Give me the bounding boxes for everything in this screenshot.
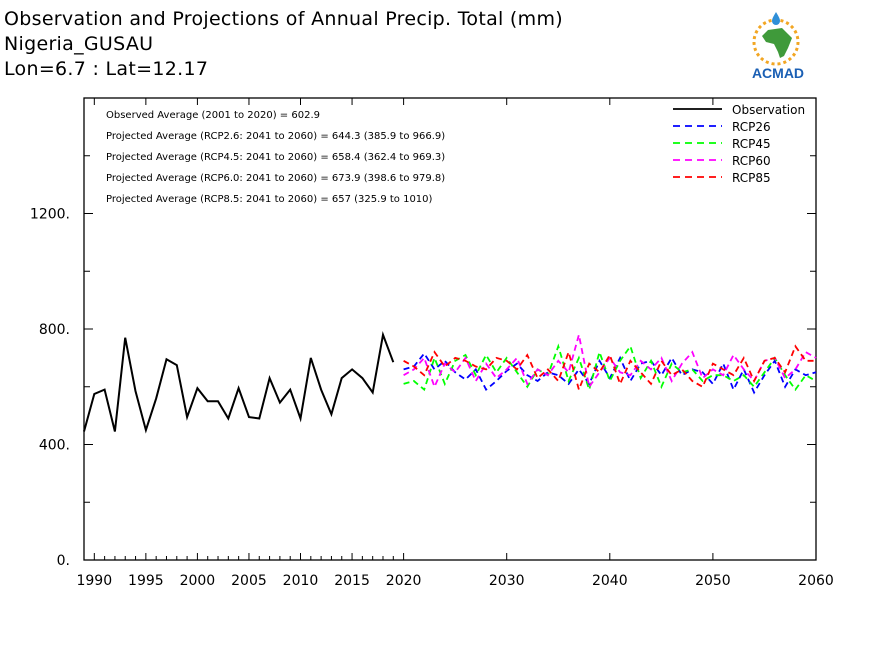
acmad-africa-logo-icon bbox=[752, 12, 800, 66]
series-line-rcp85 bbox=[403, 344, 816, 393]
annotation-text: Projected Average (RCP4.5: 2041 to 2060)… bbox=[106, 152, 445, 163]
chart-title: Observation and Projections of Annual Pr… bbox=[4, 8, 563, 30]
x-tick-label: 2015 bbox=[334, 573, 370, 589]
x-tick-label: 1990 bbox=[76, 573, 112, 589]
x-tick-label: 2050 bbox=[695, 573, 731, 589]
series-line-rcp26 bbox=[403, 351, 817, 395]
y-tick-label: 1200. bbox=[30, 207, 70, 223]
y-tick-label: 400. bbox=[39, 438, 70, 454]
annotation-text: Projected Average (RCP2.6: 2041 to 2060)… bbox=[106, 131, 445, 142]
x-tick-label: 2060 bbox=[798, 573, 834, 589]
plot-frame bbox=[83, 97, 817, 561]
axes: 1990 1995 2000 2005 2010 2015 2020 2030 2040 2050… bbox=[30, 97, 834, 589]
annotation-text: Observed Average (2001 to 2020) = 602.9 bbox=[106, 110, 320, 121]
x-tick-label: 2000 bbox=[180, 573, 216, 589]
series-line-observation bbox=[83, 331, 395, 434]
legend: Observation RCP26 RCP45 RCP60 RCP85 bbox=[673, 103, 805, 185]
x-tick-label: 2020 bbox=[386, 573, 422, 589]
acmad-logo-text: ACMAD bbox=[752, 65, 804, 81]
legend-label: RCP60 bbox=[732, 154, 771, 168]
annotation-text: Projected Average (RCP8.5: 2041 to 2060)… bbox=[106, 194, 433, 205]
series-line-rcp60 bbox=[403, 334, 817, 390]
series-line-rcp45 bbox=[403, 343, 817, 393]
legend-label: RCP85 bbox=[732, 171, 771, 185]
x-tick-label: 2030 bbox=[489, 573, 525, 589]
location-name: Nigeria_GUSAU bbox=[4, 33, 154, 55]
x-tick-label: 2040 bbox=[592, 573, 628, 589]
legend-label: RCP45 bbox=[732, 137, 771, 151]
acmad-logo: ACMAD bbox=[752, 12, 804, 81]
annotations: Observed Average (2001 to 2020) = 602.9 P… bbox=[106, 110, 445, 205]
x-tick-label: 1995 bbox=[128, 573, 164, 589]
annotation-text: Projected Average (RCP6.0: 2041 to 2060)… bbox=[106, 173, 445, 184]
x-tick-label: 2010 bbox=[283, 573, 319, 589]
location-coordinates: Lon=6.7 : Lat=12.17 bbox=[4, 58, 209, 80]
x-tick-label: 2005 bbox=[231, 573, 267, 589]
y-tick-label: 0. bbox=[57, 553, 70, 569]
y-tick-label: 800. bbox=[39, 322, 70, 338]
legend-label: Observation bbox=[732, 103, 805, 117]
series-lines bbox=[83, 331, 817, 434]
legend-label: RCP26 bbox=[732, 120, 771, 134]
